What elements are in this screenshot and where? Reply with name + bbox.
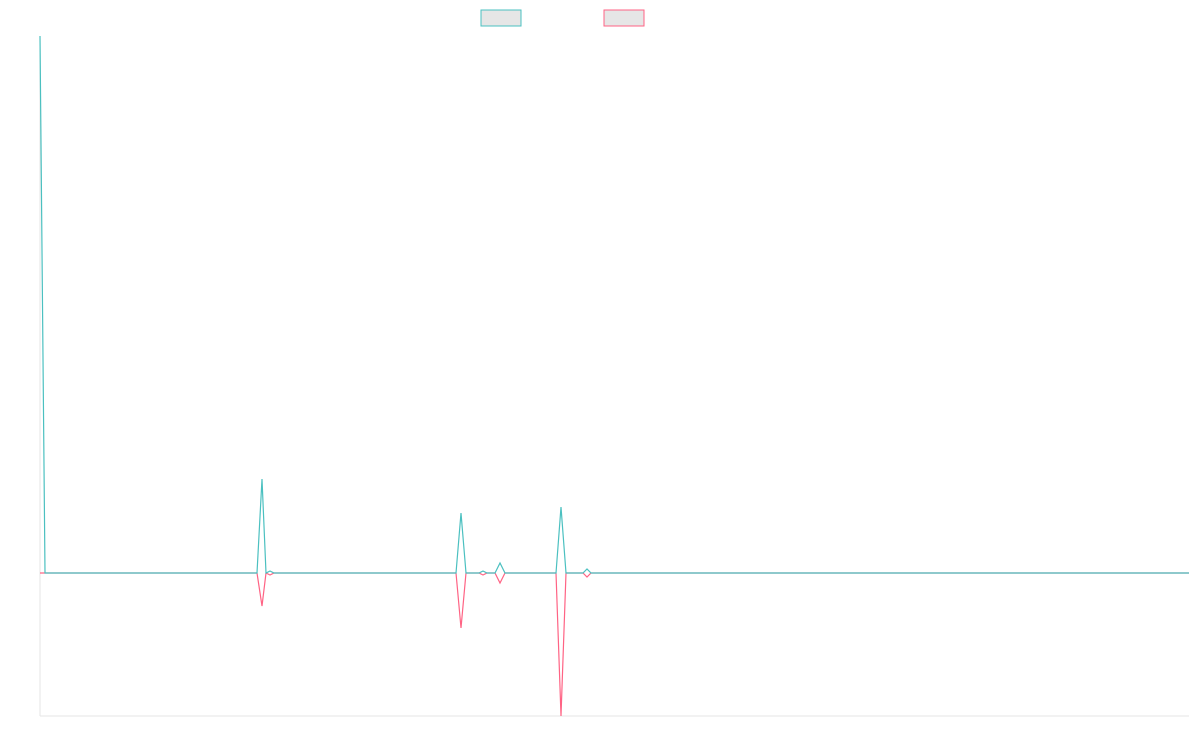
series-line: [40, 572, 1189, 717]
series-line: [39, 35, 1189, 574]
legend-swatch: [480, 9, 522, 27]
legend-swatch: [603, 9, 645, 27]
